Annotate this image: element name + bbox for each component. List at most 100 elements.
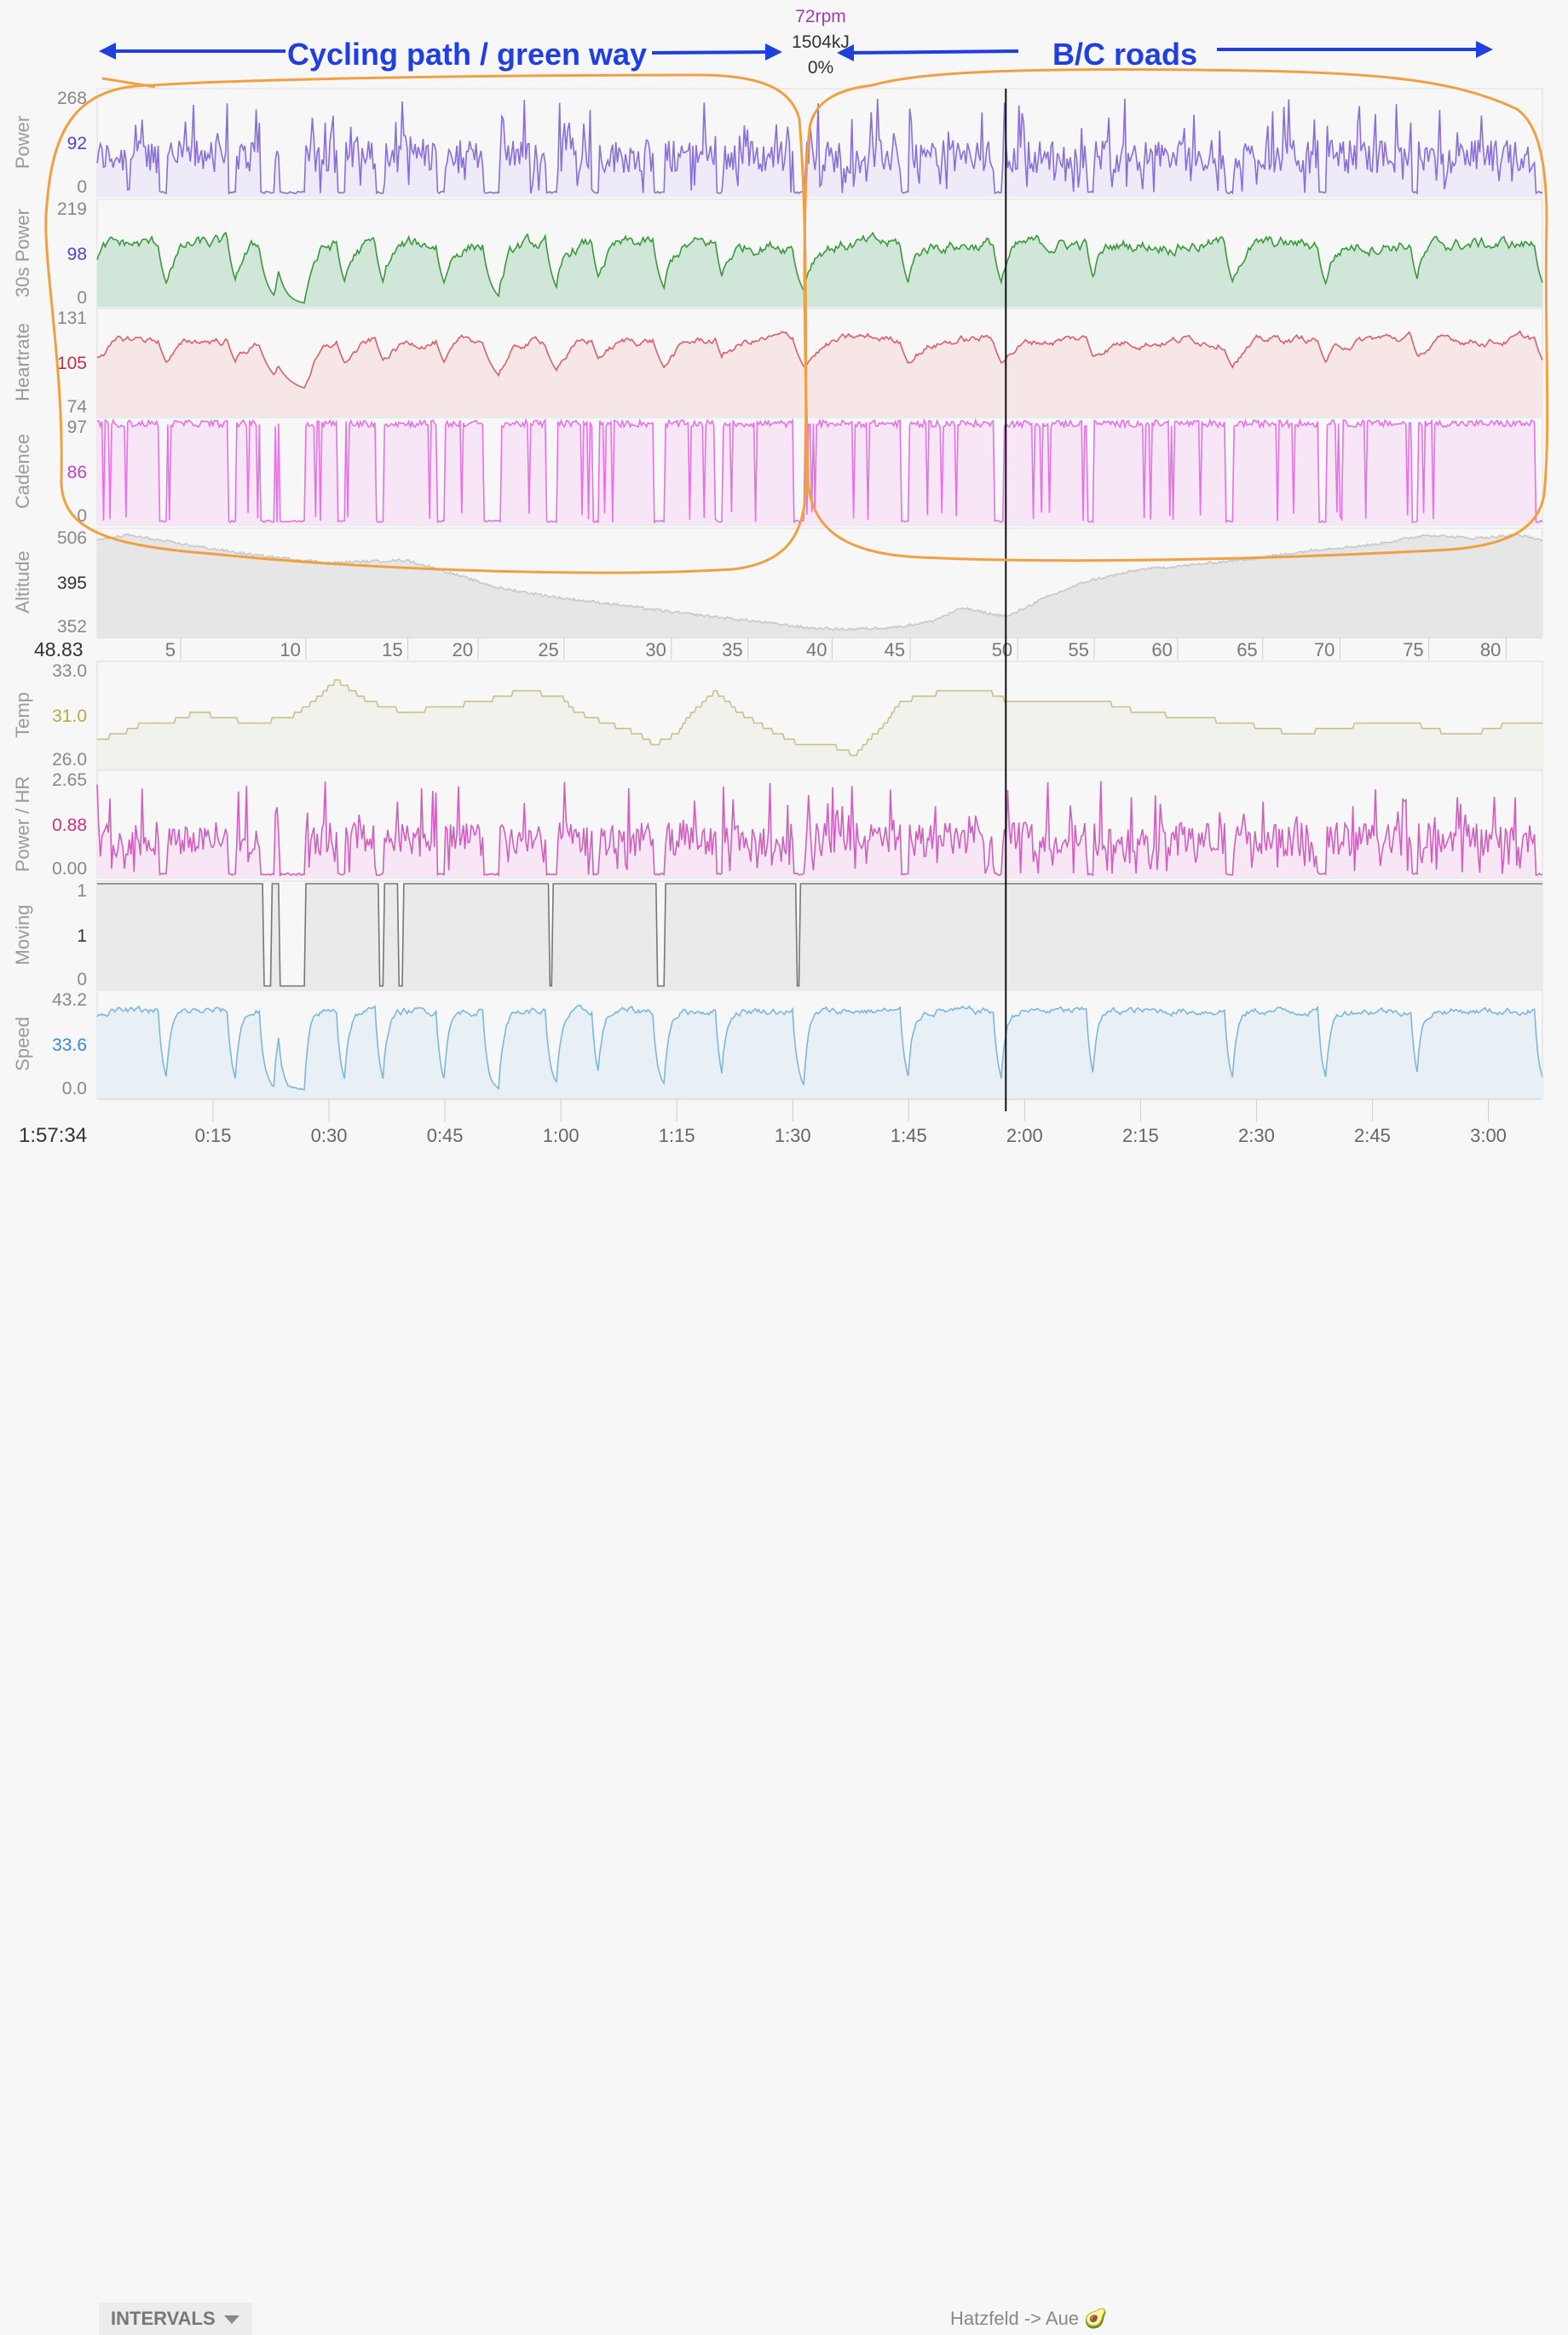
y-tick-label: 43.2 [52,990,87,1010]
distance-tick-label: 60 [1151,639,1172,660]
series-area [97,98,1542,196]
panel-speed: Speed 43.2 33.6 0.0 [12,989,1543,1098]
arrowhead-right-b [1476,41,1493,58]
y-tick-label: 26.0 [52,750,87,770]
y-tick-label: 0 [77,177,87,197]
annotation-left-label: Cycling path / green way [287,37,647,72]
distance-tick-label: 50 [992,639,1012,660]
distance-tick-label: 30 [645,639,666,660]
y-tick-label: 2.65 [52,770,87,790]
y-tick-label: 131 [57,308,87,328]
time-tick-label: 1:30 [775,1125,811,1146]
y-tick-label: 105 [57,354,87,373]
time-tick-label: 1:00 [543,1125,579,1146]
hover-readouts: 72rpm 1504kJ 0% [792,7,850,78]
hover-time: 1:57:34 [19,1124,87,1147]
series-line [96,533,1543,631]
y-tick-label: 0 [77,506,87,526]
arrow-right-a [850,49,1019,55]
panel-moving: Moving 1 1 0 [12,880,1543,989]
y-tick-label: 0.0 [62,1079,87,1098]
y-tick-label: 31.0 [52,706,87,726]
time-tick-label: 1:45 [891,1125,927,1146]
panel-title: Heartrate [12,323,33,401]
arrowhead-right-a [837,44,854,61]
energy-readout: 1504kJ [792,32,850,52]
series-line [96,1004,1543,1091]
time-tick-label: 2:15 [1122,1125,1159,1146]
series-area [97,679,1542,769]
annotation-circle-right [803,68,1549,562]
series-area [97,233,1542,307]
distance-tick-label: 80 [1480,639,1501,660]
panel-30s-power: 30s Power 219 98 0 [12,199,1543,308]
intervals-dropdown-button[interactable]: INTERVALS [99,2303,252,2335]
y-tick-label: 98 [67,245,87,264]
series-line [96,418,1543,524]
panel-altitude: Altitude 506 395 352 [12,528,1543,637]
y-tick-label: 0.88 [52,816,87,835]
distance-tick-label: 65 [1237,639,1257,660]
arrowhead-left-a [99,43,116,60]
y-tick-label: 74 [67,397,88,417]
y-tick-label: 97 [67,418,87,437]
arrow-left-b [651,50,768,55]
panel-temp: Temp 33.0 31.0 26.0 [12,660,1543,770]
grade-readout: 0% [808,58,833,78]
distance-tick-label: 70 [1314,639,1335,660]
panel-power: Power 268 92 0 [12,88,1543,197]
series-area [97,533,1542,636]
series-line [97,679,1542,757]
panel-heartrate: Heartrate 131 105 74 [12,308,1543,417]
panel-power-hr: Power / HR 2.65 0.88 0.00 [12,770,1543,879]
distance-tick-label: 10 [280,639,300,660]
y-tick-label: 506 [57,528,87,548]
series-line [96,781,1543,877]
series-area [97,331,1542,416]
y-tick-label: 0.00 [52,859,87,879]
distance-tick-label: 55 [1068,639,1088,660]
distance-tick-label: 45 [885,639,905,660]
y-tick-label: 268 [57,89,87,108]
annotation-right-label: B/C roads [1052,37,1197,72]
cadence-readout: 72rpm [795,7,846,26]
series-area [97,420,1542,525]
annotation-arrows [99,41,1493,61]
annotation-overlay: Cycling path / green way B/C roads [44,37,1549,574]
panel-title: Power / HR [12,776,33,872]
y-tick-label: 0 [77,288,87,308]
time-tick-label: 0:45 [427,1125,464,1146]
annotation-circle-left [44,73,808,574]
arrowhead-left-b [765,43,782,61]
distance-tick-label: 40 [806,639,827,660]
panel-title: 30s Power [12,209,33,297]
y-tick-label: 352 [57,617,87,637]
series-line [97,883,1542,987]
route-label: Hatzfeld -> Aue 🥑 [950,2308,1108,2329]
distance-tick-label: 75 [1403,639,1423,660]
time-tick-label: 2:00 [1006,1125,1043,1146]
intervals-label: INTERVALS [111,2308,216,2329]
distance-tick-label: 15 [382,639,402,660]
y-tick-label: 92 [67,134,87,153]
y-tick-label: 0 [77,970,87,989]
panel-cadence: Cadence 97 86 0 [12,417,1543,526]
time-tick-label: 0:15 [195,1125,232,1146]
y-tick-label: 1 [77,881,87,901]
footer-bar: INTERVALS Hatzfeld -> Aue 🥑 [0,1152,1568,2335]
time-tick-label: 2:30 [1238,1125,1275,1146]
series-area [97,884,1542,989]
y-tick-label: 33.6 [52,1035,87,1055]
series-line [96,98,1543,195]
y-tick-label: 395 [57,574,87,593]
series-area [97,1005,1542,1098]
panel-title: Moving [12,905,33,966]
chevron-down-icon [223,2315,239,2325]
time-tick-label: 3:00 [1470,1125,1507,1146]
time-tick-label: 1:15 [659,1125,695,1146]
time-tick-label: 2:45 [1354,1125,1391,1146]
distance-tick-label: 5 [165,639,176,660]
distance-tick-label: 20 [453,639,473,660]
